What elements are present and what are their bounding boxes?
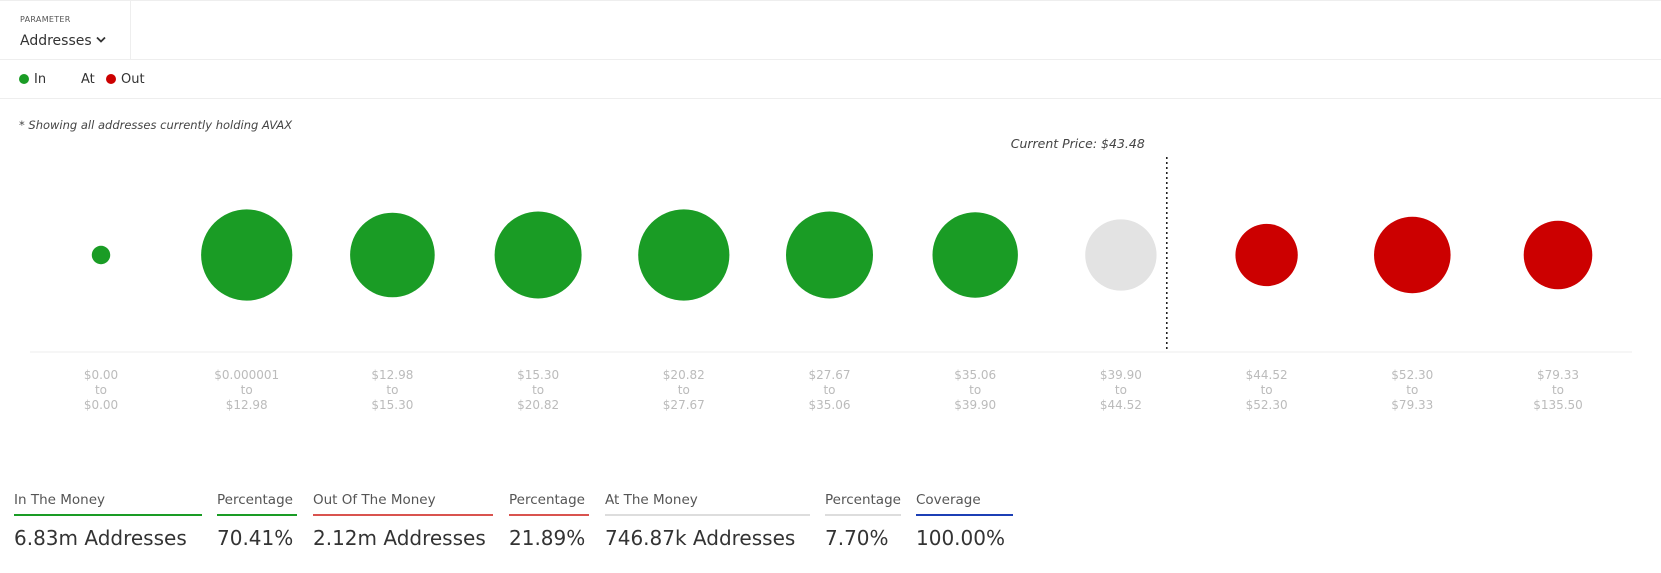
legend: In At Out <box>0 60 1661 99</box>
range-high: $0.00 <box>84 398 118 412</box>
note: * Showing all addresses currently holdin… <box>19 118 293 132</box>
range-word: to <box>1552 383 1564 397</box>
chart: $0.00to$0.00$0.000001to$12.98$12.98to$15… <box>30 136 1632 412</box>
summary-column: Out Of The Money 2.12m Addresses <box>313 492 493 550</box>
range-word: to <box>823 383 835 397</box>
range-low: $12.98 <box>371 368 413 382</box>
range-high: $135.50 <box>1533 398 1583 412</box>
range-word: to <box>386 383 398 397</box>
parameter-value[interactable]: Addresses <box>20 33 106 49</box>
current-price-label: Current Price: $43.48 <box>1011 136 1145 151</box>
summary-value: 2.12m Addresses <box>313 526 486 550</box>
summary-label: Percentage <box>217 492 297 516</box>
legend-label: Out <box>121 72 145 87</box>
range-low: $15.30 <box>517 368 559 382</box>
range-word: to <box>532 383 544 397</box>
range-low: $39.90 <box>1100 368 1142 382</box>
parameter-value-text: Addresses <box>20 33 92 49</box>
summary-value: 70.41% <box>217 526 294 550</box>
parameter-label: PARAMETER <box>20 15 71 24</box>
legend-label: At <box>81 72 95 87</box>
range-low: $44.52 <box>1246 368 1288 382</box>
summary-label: Percentage <box>825 492 901 516</box>
range-low: $0.000001 <box>214 368 279 382</box>
range-high: $35.06 <box>809 398 851 412</box>
range-low: $52.30 <box>1391 368 1433 382</box>
summary-column: At The Money 746.87k Addresses <box>605 492 810 550</box>
range-high: $44.52 <box>1100 398 1142 412</box>
legend-label: In <box>34 72 47 87</box>
summary-column: In The Money 6.83m Addresses <box>14 492 202 550</box>
range-word: to <box>969 383 981 397</box>
legend-item[interactable]: In <box>19 72 46 87</box>
bubble <box>201 209 293 301</box>
range-word: to <box>95 383 107 397</box>
range-high: $12.98 <box>226 398 268 412</box>
range-high: $39.90 <box>954 398 996 412</box>
bubble <box>1374 216 1451 294</box>
range-high: $20.82 <box>517 398 559 412</box>
range-word: to <box>1115 383 1127 397</box>
range-word: to <box>1261 383 1273 397</box>
summary-column: Percentage 7.70% <box>825 492 901 550</box>
summary-value: 21.89% <box>509 526 586 550</box>
bubble <box>932 212 1018 298</box>
summary-label: Out Of The Money <box>313 492 493 516</box>
summary-label: In The Money <box>14 492 202 516</box>
range-low: $0.00 <box>84 368 118 382</box>
range-high: $15.30 <box>371 398 413 412</box>
bubble <box>1085 219 1157 291</box>
bubble <box>350 212 435 298</box>
summary-label: At The Money <box>605 492 810 516</box>
summary-value: 746.87k Addresses <box>605 526 796 550</box>
summary-value: 6.83m Addresses <box>14 526 187 550</box>
range-word: to <box>241 383 253 397</box>
range-word: to <box>1406 383 1418 397</box>
summary-label: Coverage <box>916 492 1013 516</box>
range-word: to <box>678 383 690 397</box>
parameter-select[interactable]: PARAMETER Addresses <box>0 1 131 60</box>
bubble <box>494 211 582 299</box>
legend-item[interactable]: Out <box>106 72 145 87</box>
range-low: $20.82 <box>663 368 705 382</box>
bubble <box>1235 223 1298 287</box>
bubble <box>638 209 730 301</box>
range-low: $35.06 <box>954 368 996 382</box>
legend-dot <box>19 74 29 84</box>
chevron-icon <box>96 36 106 43</box>
legend-dot <box>106 74 116 84</box>
range-high: $27.67 <box>663 398 705 412</box>
bubble <box>1523 220 1593 290</box>
summary-value: 100.00% <box>916 526 1005 550</box>
legend-item[interactable]: At <box>76 72 95 87</box>
summary-value: 7.70% <box>825 526 889 550</box>
range-low: $79.33 <box>1537 368 1579 382</box>
summary-column: Percentage 70.41% <box>217 492 297 550</box>
summary-label: Percentage <box>509 492 589 516</box>
range-high: $52.30 <box>1246 398 1288 412</box>
header: PARAMETER Addresses <box>0 0 1661 60</box>
bubble <box>786 211 873 299</box>
summary-column: Coverage 100.00% <box>916 492 1013 550</box>
summary-column: Percentage 21.89% <box>509 492 589 550</box>
range-low: $27.67 <box>809 368 851 382</box>
bubble <box>91 245 111 265</box>
range-high: $79.33 <box>1391 398 1433 412</box>
